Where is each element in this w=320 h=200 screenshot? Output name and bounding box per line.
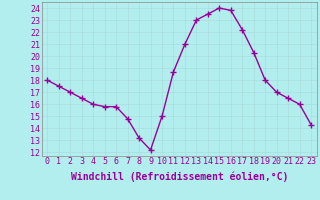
X-axis label: Windchill (Refroidissement éolien,°C): Windchill (Refroidissement éolien,°C) [70, 172, 288, 182]
